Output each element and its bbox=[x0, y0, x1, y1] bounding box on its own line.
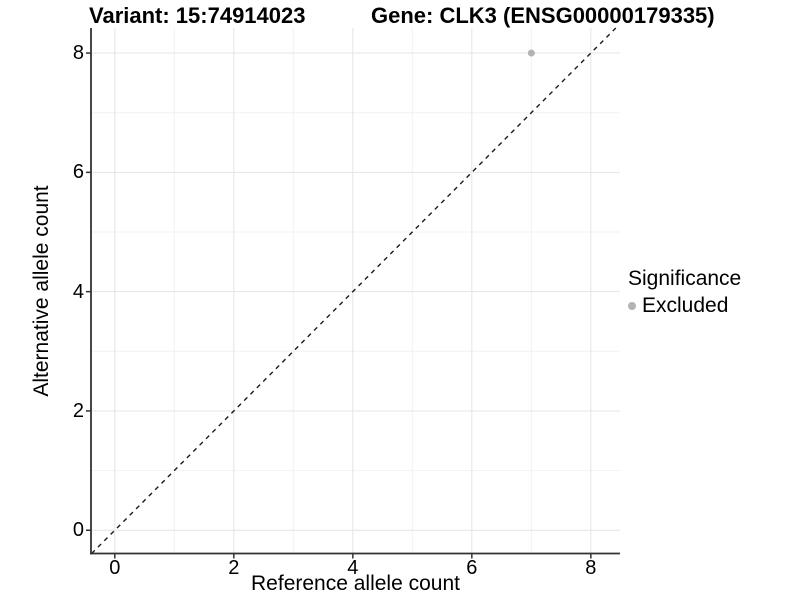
plot-title-gene: Gene: CLK3 (ENSG00000179335) bbox=[371, 3, 715, 28]
legend-title: Significance bbox=[628, 267, 742, 290]
data-point bbox=[527, 49, 535, 57]
legend-point-icon bbox=[628, 302, 636, 310]
x-tick-label: 2 bbox=[228, 557, 240, 579]
legend: Significance Excluded bbox=[628, 266, 741, 318]
y-tick-label: 0 bbox=[72, 519, 84, 542]
plot-title-variant: Variant: 15:74914023 bbox=[89, 3, 306, 28]
legend-item-label: Excluded bbox=[642, 294, 729, 317]
x-tick-label: 6 bbox=[466, 557, 478, 579]
x-tick-label: 8 bbox=[585, 557, 597, 579]
x-tick-label: 0 bbox=[109, 557, 121, 579]
y-tick-label: 2 bbox=[72, 399, 84, 422]
x-tick-label: 4 bbox=[347, 557, 359, 579]
x-axis-title: Reference allele count bbox=[251, 572, 460, 595]
legend-item-excluded: Excluded bbox=[628, 294, 741, 318]
identity-dashed-line bbox=[91, 27, 617, 554]
y-tick-label: 6 bbox=[72, 161, 84, 184]
y-tick-label: 8 bbox=[72, 42, 84, 65]
y-tick-label: 4 bbox=[72, 280, 84, 303]
